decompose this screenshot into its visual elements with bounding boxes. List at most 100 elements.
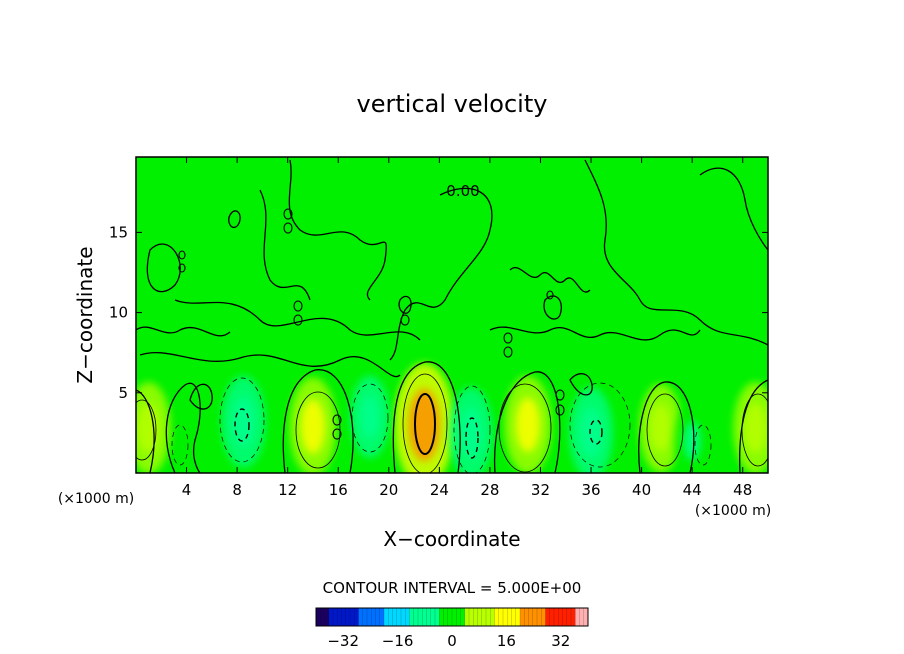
x-axis-unit-right: (×1000 m) [695, 503, 771, 519]
x-tick-label-7: 32 [531, 481, 550, 499]
colorbar-segment-44 [503, 608, 508, 626]
colorbar-segment-3 [328, 608, 334, 626]
colorbar-segment-16 [384, 608, 389, 626]
colorbar-segment-57 [558, 608, 563, 626]
colorbar-segment-8 [350, 608, 355, 626]
colorbar-segment-50 [528, 608, 534, 626]
downdraft-cell-4 [683, 421, 701, 461]
colorbar-segment-15 [379, 608, 385, 626]
downdraft-cell-0 [232, 396, 255, 447]
colorbar-segment-29 [439, 608, 444, 626]
x-tick-label-2: 12 [278, 481, 297, 499]
x-tick-label-8: 36 [581, 481, 600, 499]
x-tick-label-1: 8 [232, 481, 242, 499]
colorbar-tick-label-4: 32 [551, 632, 570, 650]
colorbar-segment-28 [435, 608, 440, 626]
colorbar-segment-35 [464, 608, 470, 626]
colorbar [315, 607, 589, 627]
updraft-cell-4 [650, 404, 672, 452]
colorbar-segment-56 [554, 608, 559, 626]
contour-label: 0.00 [446, 182, 479, 200]
colorbar-segment-45 [507, 608, 512, 626]
x-axis-label: X−coordinate [383, 527, 520, 551]
downdraft-cell-3 [580, 407, 603, 458]
colorbar-segment-11 [362, 608, 368, 626]
colorbar-segment-36 [469, 608, 474, 626]
colorbar-segment-21 [405, 608, 410, 626]
x-tick-label-9: 40 [632, 481, 651, 499]
colorbar-segment-33 [456, 608, 461, 626]
x-tick-label-10: 44 [683, 481, 702, 499]
colorbar-segment-19 [396, 608, 402, 626]
y-tick-label-0: 5 [118, 384, 128, 402]
colorbar-segment-47 [515, 608, 521, 626]
colorbar-tick-label-0: −32 [327, 632, 359, 650]
colorbar-segment-25 [422, 608, 427, 626]
colorbar-segment-14 [375, 608, 381, 626]
colorbar-segment-46 [511, 608, 517, 626]
colorbar-segment-27 [430, 608, 436, 626]
colorbar-segment-58 [562, 608, 568, 626]
colorbar-segment-40 [486, 608, 491, 626]
y-tick-label-2: 15 [109, 223, 128, 241]
x-axis-unit-left: (×1000 m) [58, 491, 134, 507]
colorbar-tick-label-3: 16 [497, 632, 516, 650]
colorbar-segment-10 [358, 608, 364, 626]
colorbar-segment-2 [324, 608, 330, 626]
colorbar-segment-59 [566, 608, 572, 626]
downdraft-cell-1 [360, 395, 380, 439]
colorbar-segment-41 [490, 608, 495, 626]
colorbar-segment-24 [418, 608, 423, 626]
colorbar-segment-55 [549, 608, 555, 626]
x-tick-label-3: 16 [329, 481, 348, 499]
colorbar-segment-43 [498, 608, 504, 626]
colorbar-segment-12 [367, 608, 372, 626]
plot-frame [135, 156, 769, 474]
colorbar-segment-37 [473, 608, 478, 626]
colorbar-segment-22 [409, 608, 415, 626]
colorbar-segment-38 [477, 608, 483, 626]
colorbar-segment-1 [320, 608, 325, 626]
colorbar-segment-62 [579, 608, 585, 626]
colorbar-segment-20 [401, 608, 406, 626]
colorbar-segment-17 [388, 608, 393, 626]
colorbar-segment-7 [345, 608, 351, 626]
chart-title: vertical velocity [357, 90, 548, 118]
downdraft-cell-2 [459, 407, 482, 458]
colorbar-tick-label-1: −16 [382, 632, 414, 650]
colorbar-segment-13 [371, 608, 376, 626]
y-tick-label-1: 10 [109, 304, 128, 322]
x-tick-label-4: 20 [379, 481, 398, 499]
contour-interval-text: CONTOUR INTERVAL = 5.000E+00 [323, 579, 582, 597]
colorbar-tick-labels: −32 −16 0 16 32 [327, 632, 570, 650]
x-tick-label-6: 28 [480, 481, 499, 499]
updraft-cell-5 [744, 403, 767, 454]
colorbar-segment-63 [583, 608, 589, 626]
updraft-cell-3 [515, 397, 540, 453]
colorbar-segment-18 [392, 608, 398, 626]
colorbar-segment-48 [520, 608, 525, 626]
updraft-cell-1 [300, 399, 325, 454]
colorbar-segment-23 [413, 608, 419, 626]
colorbar-segment-0 [316, 608, 321, 626]
x-tick-label-11: 48 [733, 481, 752, 499]
colorbar-segment-60 [571, 608, 576, 626]
x-axis-ticks: 4 8 12 16 20 24 28 32 36 40 44 48 [182, 157, 752, 499]
y-axis-label: Z−coordinate [73, 246, 97, 383]
colorbar-segment-5 [337, 608, 342, 626]
colorbar-segment-54 [545, 608, 551, 626]
colorbar-segment-61 [575, 608, 580, 626]
contour-lines [136, 159, 768, 473]
colorbar-segment-26 [426, 608, 432, 626]
y-axis-ticks: 5 10 15 [109, 223, 768, 402]
colorbar-segment-51 [532, 608, 538, 626]
colorbar-frame [315, 607, 589, 627]
colorbar-tick-label-2: 0 [447, 632, 457, 650]
colorbar-segment-9 [354, 608, 359, 626]
colorbar-segment-4 [333, 608, 338, 626]
colorbar-segment-42 [494, 608, 500, 626]
colorbar-segment-6 [341, 608, 347, 626]
colorbar-segment-49 [524, 608, 529, 626]
colorbar-segment-32 [452, 608, 457, 626]
